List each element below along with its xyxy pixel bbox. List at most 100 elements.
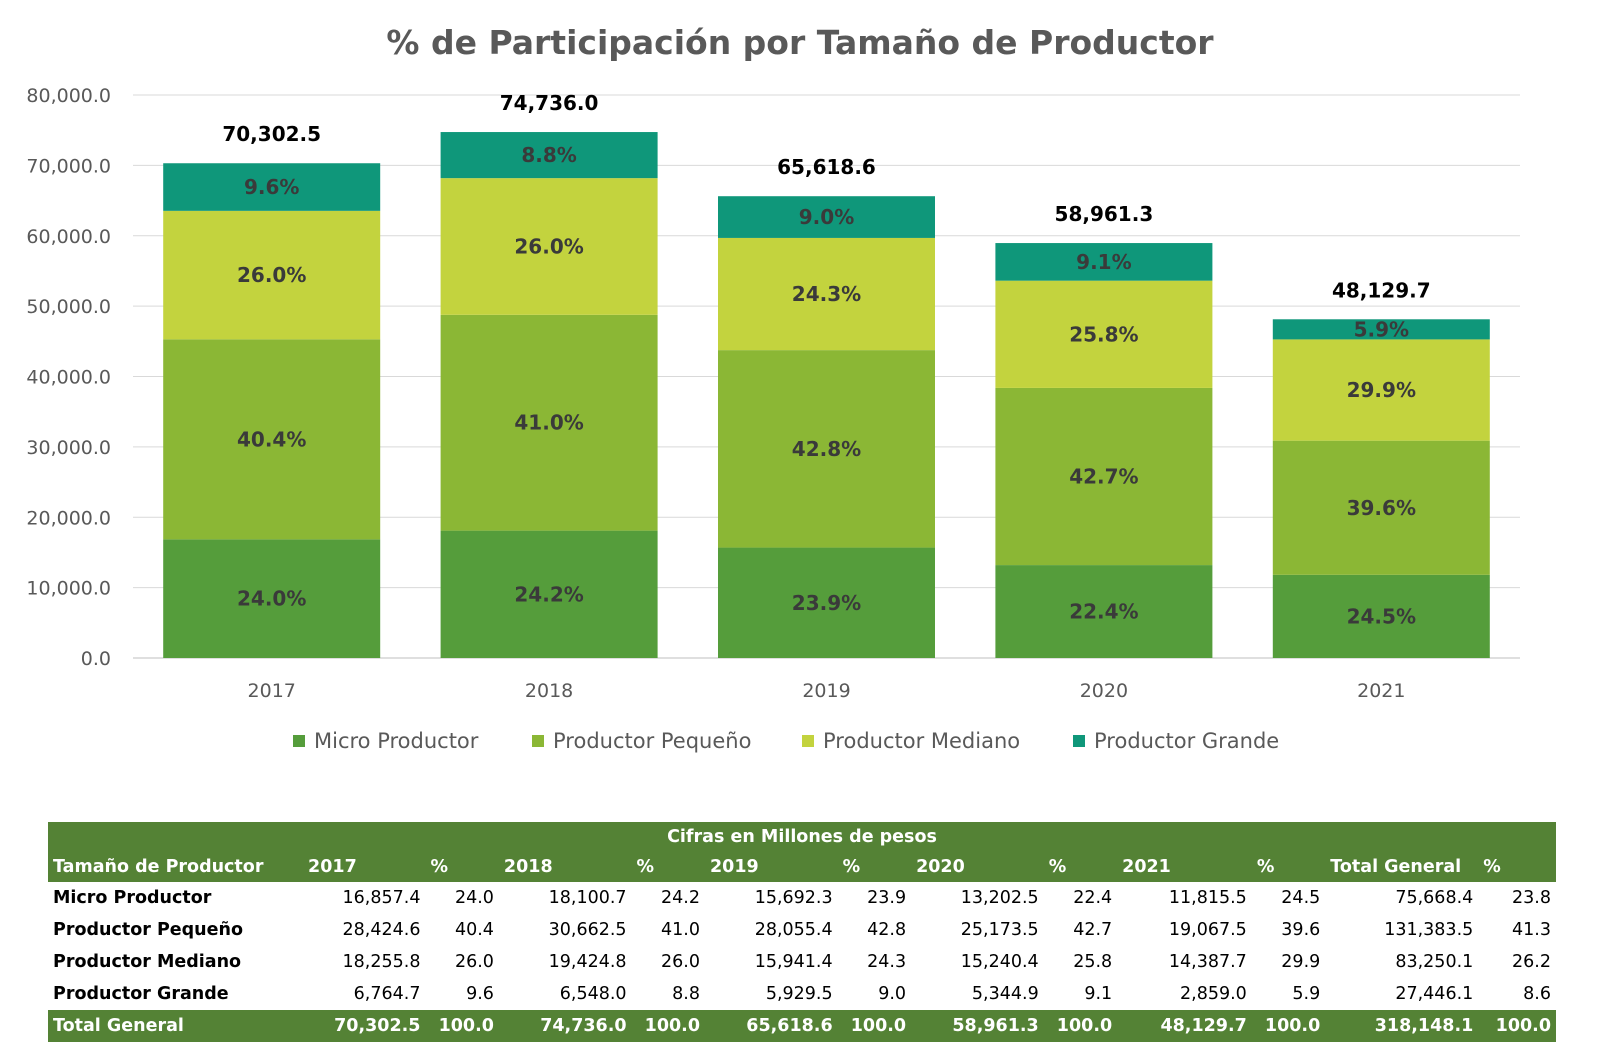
table-cell: 9.6 [466,984,494,1004]
bar-segment [718,547,935,658]
table-cell: 65,618.6 [705,1010,838,1042]
y-axis: 0.0 10,000.0 20,000.0 30,000.0 40,000.0 50,00… [26,85,111,670]
bar-total-label: 65,618.6 [777,155,876,179]
table-cell: 16,857.4 [342,888,421,908]
table-cell: 30,662.5 [548,920,627,940]
bar-segment [440,178,658,315]
table-cell: 318,148.1 [1325,1010,1479,1042]
table-header-cell: % [1478,852,1556,882]
legend-label: Micro Productor [314,729,479,753]
table-cell: 24.5 [1281,888,1321,908]
chart-legend: Micro Productor Productor Pequeño Producto… [293,729,1279,753]
bar-segment [163,210,381,340]
table-cell: 27,446.1 [1395,984,1474,1004]
table-header-cell: % [1251,852,1326,882]
table-cell: 11,815.5 [1168,888,1247,908]
data-table: Cifras en Millones de pesos Tamaño de Pr… [48,822,1556,1042]
stacked-bar-chart: % de Participación por Tamaño de Product… [26,23,1520,753]
bar-segment [718,237,935,351]
legend-swatch [532,735,544,747]
bar-segment [718,196,935,238]
table-cell: 74,736.0 [498,1010,632,1042]
bar-segment [163,163,381,211]
y-tick-label: 70,000.0 [26,155,111,177]
table-cell: 6,548.0 [559,984,627,1004]
x-tick-label: 2019 [802,680,850,702]
bar-segment [163,339,381,540]
table-cell: 25.8 [1073,952,1113,972]
bar-segment-label: 24.5% [1347,604,1416,628]
bar-segment [1272,574,1490,658]
table-cell: 42.8 [867,920,907,940]
table-row: Productor Grande 6,764.7 9.6 6,548.0 8.8 5,92… [48,978,1556,1010]
table-cell: 15,941.4 [754,952,833,972]
bar-segment-label: 29.9% [1347,378,1416,402]
table-cell: 9.1 [1084,984,1113,1004]
bar-segment [1272,339,1490,441]
table-cell: 100.0 [1251,1010,1326,1042]
y-tick-label: 0.0 [81,648,111,670]
bar-segment [440,530,658,658]
bar-segment [440,314,658,531]
table-cell: 26.2 [1512,952,1551,972]
table-row: Productor Mediano 18,255.8 26.0 19,424.8 26.… [48,946,1556,978]
bar-total-label: 48,129.7 [1332,278,1431,302]
table-header-cell: % [425,852,499,882]
table-cell: 26.0 [661,952,700,972]
table-cell: 41.0 [661,920,700,940]
table-cell: 2,859.0 [1180,984,1247,1004]
table-cell: 40.4 [454,920,494,940]
bar-segment [995,280,1213,388]
bar-segment [1272,319,1490,340]
x-tick-label: 2020 [1080,680,1128,702]
table-cell: 22.4 [1073,888,1113,908]
legend-swatch [293,735,305,747]
table-row-label: Productor Grande [53,984,229,1004]
bar-segment-label: 26.0% [237,263,306,287]
table-cell: 5,344.9 [971,984,1039,1004]
bar-segment-label: 9.0% [799,205,854,229]
x-tick-label: 2021 [1357,680,1405,702]
table-cell: 75,668.4 [1395,888,1474,908]
bar-segment-label: 9.6% [244,175,299,199]
bar-segment-label: 8.8% [521,143,576,167]
bar-total-label: 58,961.3 [1055,202,1154,226]
table-cell: 6,764.7 [353,984,421,1004]
table-row-label: Total General [48,1010,304,1042]
table-cell: 18,100.7 [548,888,627,908]
legend-swatch [1073,735,1085,747]
table-cell: 100.0 [1478,1010,1556,1042]
table-header-cell: Total General [1325,852,1479,882]
bar-segment-label: 24.0% [237,587,306,611]
bar-stacks: 24.0% 40.4% 26.0% 9.6% 70,302.5 24.2% 41.0% 26.… [163,91,1490,658]
table-cell: 83,250.1 [1395,952,1474,972]
table-cell: 28,424.6 [342,920,421,940]
table-cell: 100.0 [425,1010,499,1042]
table-cell: 19,067.5 [1168,920,1247,940]
table-cell: 48,129.7 [1117,1010,1252,1042]
table-cell: 25,173.5 [960,920,1039,940]
bar-segment-label: 23.9% [792,591,861,615]
bar-segment-label: 22.4% [1069,600,1138,624]
legend-swatch [802,735,814,747]
table-total-row: Total General 70,302.5 100.0 74,736.0 100.0 6… [48,1010,1556,1042]
legend-label: Productor Pequeño [553,729,751,753]
table-cell: 18,255.8 [342,952,421,972]
table-cell: 28,055.4 [754,920,833,940]
table-cell: 5.9 [1292,984,1321,1004]
table-cell: 23.8 [1512,888,1551,908]
table-cell: 131,383.5 [1384,920,1474,940]
table-row: Productor Pequeño 28,424.6 40.4 30,662.5 41.… [48,914,1556,946]
bar-segment-label: 24.2% [514,582,583,606]
legend-label: Productor Mediano [823,729,1020,753]
y-tick-label: 10,000.0 [26,578,111,600]
table-cell: 14,387.7 [1168,952,1247,972]
y-tick-label: 60,000.0 [26,226,111,248]
table-cell: 100.0 [1043,1010,1118,1042]
table-cell: 19,424.8 [548,952,627,972]
bar-segment-label: 42.7% [1069,465,1138,489]
bar-segment [995,243,1213,281]
x-axis: 2017 2018 2019 2020 2021 [248,680,1406,702]
table-cell: 42.7 [1073,920,1113,940]
bar-segment [995,387,1213,566]
